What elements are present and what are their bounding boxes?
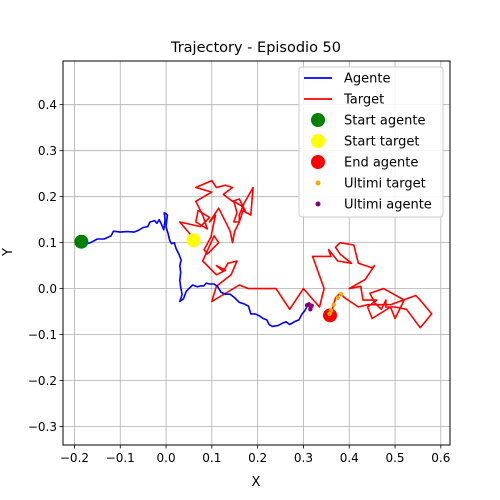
- ultimi-agente-point: [309, 303, 314, 308]
- legend-swatch-start-target: [311, 134, 325, 148]
- start-agente-marker: [74, 234, 89, 249]
- series-line-target: [179, 179, 433, 329]
- x-axis-ticks: −0.2 −0.1 0.0 0.1 0.2 0.3 0.4 0.5 0.6: [60, 445, 450, 465]
- legend: Agente Target Start agente Start target End …: [298, 66, 444, 218]
- x-tick-label: 0.6: [431, 451, 450, 465]
- y-tick-label: 0.1: [38, 236, 57, 250]
- x-tick-label: −0.1: [106, 451, 135, 465]
- legend-label-target: Target: [343, 93, 384, 108]
- legend-label-start-agente: Start agente: [344, 114, 425, 129]
- legend-label-end-agente: End agente: [344, 156, 418, 171]
- y-axis-label: Y: [1, 248, 16, 257]
- y-tick-label: −0.3: [28, 420, 57, 434]
- legend-swatch-ultimi-target: [315, 180, 321, 186]
- y-tick-label: 0.4: [38, 98, 57, 112]
- axes-frame: [62, 60, 451, 446]
- legend-swatch-start-agente: [311, 113, 325, 127]
- y-tick-label: 0.3: [38, 144, 57, 158]
- legend-label-ultimi-agente: Ultimi agente: [344, 198, 432, 213]
- legend-label-agente: Agente: [344, 72, 390, 87]
- ultimi-target-point: [338, 291, 344, 297]
- x-tick-label: 0.4: [340, 451, 359, 465]
- legend-swatch-end-agente: [311, 155, 325, 169]
- ultimi-target-point: [327, 311, 332, 317]
- x-tick-label: 0.2: [248, 451, 267, 465]
- x-axis-label: X: [252, 475, 261, 490]
- y-tick-label: 0.0: [38, 282, 57, 296]
- series-line-agente: [78, 212, 313, 328]
- start-target-marker: [186, 233, 201, 248]
- legend-box: [298, 66, 444, 218]
- ultimi-target-point: [335, 295, 340, 301]
- x-tick-label: 0.5: [385, 451, 404, 465]
- x-tick-label: 0.1: [202, 451, 221, 465]
- y-tick-label: −0.1: [28, 328, 57, 342]
- ultimi-target-point: [331, 302, 336, 307]
- y-tick-label: 0.2: [38, 190, 57, 204]
- y-tick-label: −0.2: [28, 374, 57, 388]
- x-tick-label: 0.0: [157, 451, 176, 465]
- x-tick-label: −0.2: [60, 451, 89, 465]
- plot-area: [74, 179, 433, 329]
- legend-label-start-target: Start target: [344, 135, 419, 150]
- x-tick-label: 0.3: [294, 451, 313, 465]
- y-axis-ticks: −0.3 −0.2 −0.1 0.0 0.1 0.2 0.3 0.4: [28, 98, 63, 434]
- legend-label-ultimi-target: Ultimi target: [344, 177, 426, 192]
- ultimi-agente-point: [308, 307, 313, 312]
- chart-title: Trajectory - Episodio 50: [170, 40, 341, 56]
- legend-swatch-ultimi-agente: [315, 201, 321, 207]
